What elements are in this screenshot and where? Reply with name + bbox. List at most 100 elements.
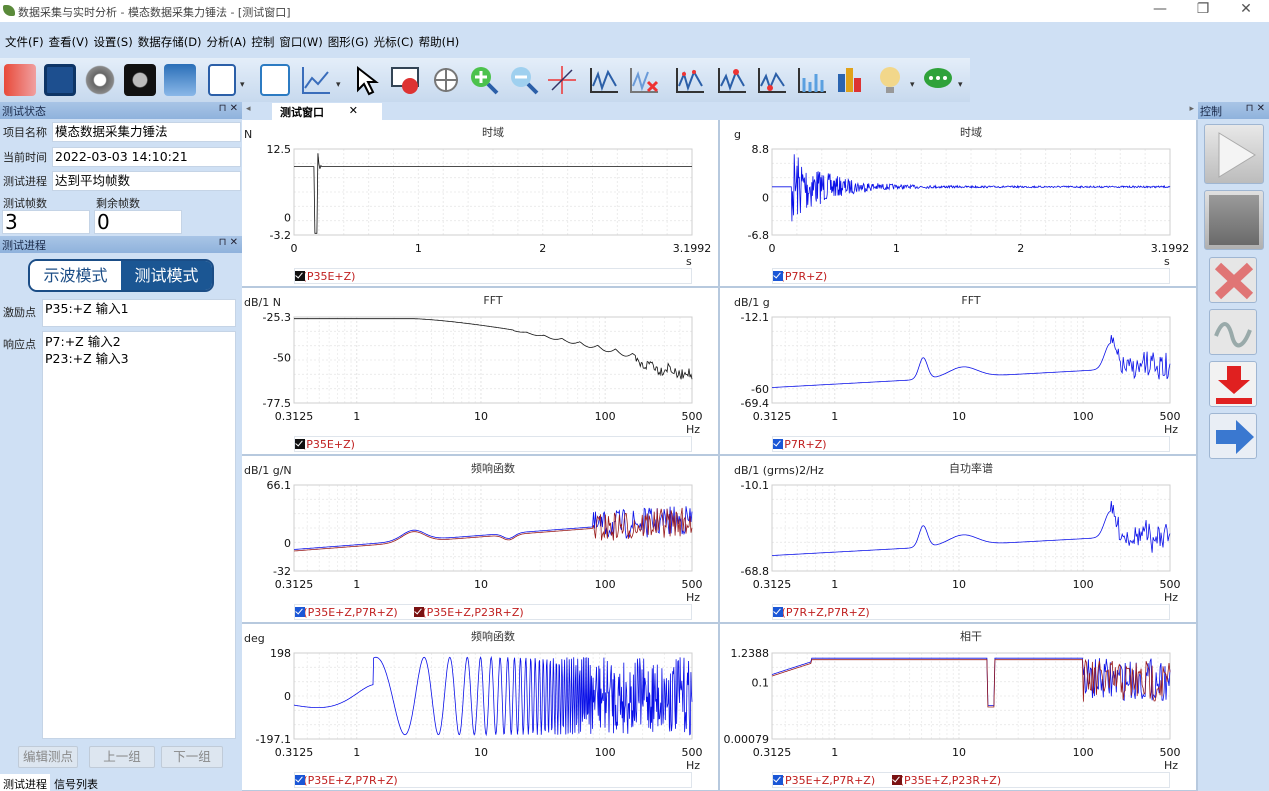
waveform-button[interactable]	[1209, 309, 1257, 355]
plot-panel-p3[interactable]: FFT dB/1 N Hz -25.3 -50 -77.5 0.3125 1 10 100 500 S…	[242, 288, 720, 456]
y-tick-label: 0	[762, 192, 769, 205]
next-group-button[interactable]: 下一组	[161, 746, 223, 768]
x-tick-label: 0.3125	[753, 746, 792, 759]
3d-bar-icon[interactable]	[834, 64, 866, 96]
comment-icon[interactable]	[922, 64, 954, 96]
legend-checkbox[interactable]	[773, 271, 783, 281]
menu-graph[interactable]: 图形(G)	[327, 35, 369, 49]
legend-item[interactable]: X(P7R+Z)	[773, 270, 827, 283]
harmonic-marker-icon[interactable]	[716, 64, 748, 96]
x-tick-label: 100	[1073, 410, 1094, 423]
y-tick-label: -50	[273, 352, 291, 365]
legend-checkbox[interactable]	[295, 775, 305, 785]
menu-data-storage[interactable]: 数据存储(D)	[137, 35, 202, 49]
edit-points-button[interactable]: 编辑测点	[18, 746, 78, 768]
minimize-icon[interactable]: —	[1153, 1, 1167, 17]
menu-analysis[interactable]: 分析(A)	[206, 35, 247, 49]
pointer-icon[interactable]	[350, 64, 382, 96]
film-reel-icon[interactable]	[124, 64, 156, 96]
tab-signals[interactable]: 信号列表	[54, 778, 98, 791]
crosshair-icon[interactable]	[546, 64, 578, 96]
stop-button[interactable]	[1204, 190, 1264, 250]
plot-panel-p4[interactable]: FFT dB/1 g Hz -12.1 -60 -69.4 0.3125 1 10 100 500 S…	[720, 288, 1198, 456]
no-cursor-icon[interactable]	[390, 64, 422, 96]
multi-marker-icon[interactable]	[674, 64, 706, 96]
plot-panel-p2[interactable]: 时域 g s 8.8 0 -6.8 0 1 2 3.1992 X(P7R+Z)	[720, 120, 1198, 288]
tab-test-window[interactable]: 测试窗口 ✕	[272, 103, 382, 120]
legend-item[interactable]: H(P35E+Z,P7R+Z)	[295, 774, 398, 787]
document-icon[interactable]	[208, 64, 236, 96]
x-unit-label: Hz	[1164, 423, 1178, 436]
legend-checkbox[interactable]	[773, 607, 783, 617]
settings-gear-icon[interactable]	[84, 64, 116, 96]
menu-help[interactable]: 帮助(H)	[418, 35, 460, 49]
menu-settings[interactable]: 设置(S)	[93, 35, 133, 49]
tab-scroll-left-icon[interactable]: ◂	[246, 104, 251, 114]
legend-item[interactable]: C(P35E+Z,P7R+Z)	[773, 774, 875, 787]
y-unit-label: dB/1 N	[244, 296, 281, 309]
close-tab-icon[interactable]: ✕	[348, 104, 358, 117]
project-value: 模态数据采集力锤法	[52, 122, 241, 142]
legend-item[interactable]: X(P35E+Z)	[295, 270, 355, 283]
legend-checkbox[interactable]	[414, 607, 424, 617]
start-button[interactable]	[1204, 124, 1264, 184]
download-button[interactable]	[1209, 361, 1257, 407]
grid	[772, 316, 1171, 404]
pin-close-icon[interactable]: ⊓ ✕	[1245, 103, 1265, 114]
plot-panel-p8[interactable]: 相干 Hz 1.2388 0.1 0.00079 0.3125 1 10 100 500 C(P35…	[720, 624, 1198, 791]
back-icon[interactable]	[4, 64, 36, 96]
peak-marker-icon[interactable]	[588, 64, 620, 96]
tab-scroll-right-icon[interactable]: ▸	[1189, 104, 1194, 114]
tab-progress[interactable]: 测试进程	[0, 774, 50, 791]
legend-checkbox[interactable]	[295, 439, 305, 449]
menu-window[interactable]: 窗口(W)	[279, 35, 323, 49]
menu-file[interactable]: 文件(F)	[5, 35, 44, 49]
menu-cursor[interactable]: 光标(C)	[373, 35, 414, 49]
legend-label: S(P7R+Z)	[773, 438, 827, 451]
legend-item[interactable]: S(P35E+Z)	[295, 438, 355, 451]
close-window-icon[interactable]: ✕	[1240, 1, 1252, 17]
scope-mode-button[interactable]: 示波模式	[30, 261, 121, 290]
legend-checkbox[interactable]	[773, 439, 783, 449]
response-item[interactable]: P7:+Z 输入2	[45, 334, 121, 349]
restore-icon[interactable]: ❐	[1196, 1, 1210, 17]
pan-icon[interactable]	[430, 64, 462, 96]
plot-panel-p6[interactable]: 自功率谱 dB/1 (grms)2/Hz Hz -10.1 -68.8 0.3125 1 10…	[720, 456, 1198, 624]
pin-close-icon[interactable]: ⊓ ✕	[218, 103, 238, 114]
test-mode-button[interactable]: 测试模式	[121, 261, 212, 290]
x-unit-label: Hz	[686, 759, 700, 772]
bar-spectrum-icon[interactable]	[796, 64, 828, 96]
lightbulb-icon[interactable]	[874, 64, 906, 96]
legend-item[interactable]: S(P7R+Z)	[773, 438, 827, 451]
menu-view[interactable]: 查看(V)	[48, 35, 89, 49]
legend-item[interactable]: H(P35E+Z,P7R+Z)	[295, 606, 398, 619]
legend-checkbox[interactable]	[295, 271, 305, 281]
legend-checkbox[interactable]	[295, 607, 305, 617]
response-item[interactable]: P23:+Z 输入3	[45, 351, 129, 366]
zoom-in-icon[interactable]	[468, 64, 500, 96]
legend-item[interactable]: G(P7R+Z,P7R+Z)	[773, 606, 870, 619]
cancel-button[interactable]	[1209, 257, 1257, 303]
legend-checkbox[interactable]	[773, 775, 783, 785]
plot-panel-p5[interactable]: 频响函数 dB/1 g/N Hz 66.1 0 -32 0.3125 1 10 100 500 H(P…	[242, 456, 720, 624]
save-icon[interactable]	[44, 64, 76, 96]
legend-item[interactable]: C(P35E+Z,P23R+Z)	[892, 774, 1001, 787]
pin-close-icon[interactable]: ⊓ ✕	[218, 237, 238, 248]
add-window-icon[interactable]	[260, 64, 290, 96]
y-tick-label: 0.1	[752, 676, 770, 689]
signal-icon[interactable]	[164, 64, 196, 96]
chart-title: 频响函数	[471, 461, 515, 475]
delete-marker-icon[interactable]	[628, 64, 660, 96]
legend-item[interactable]: H(P35E+Z,P23R+Z)	[414, 606, 524, 619]
zoom-out-icon[interactable]	[508, 64, 540, 96]
peak-pick-icon[interactable]	[756, 64, 788, 96]
prev-group-button[interactable]: 上一组	[89, 746, 155, 768]
next-button[interactable]	[1209, 413, 1257, 459]
plot-panel-p7[interactable]: 频响函数 deg Hz 198 0 -197.1 0.3125 1 10 100 500 H(P35E…	[242, 624, 720, 791]
line-chart-icon[interactable]	[300, 64, 332, 96]
legend-label: C(P35E+Z,P23R+Z)	[892, 774, 1002, 787]
menu-control[interactable]: 控制	[251, 35, 275, 49]
legend-checkbox[interactable]	[892, 775, 902, 785]
y-tick-label: 12.5	[267, 143, 292, 156]
